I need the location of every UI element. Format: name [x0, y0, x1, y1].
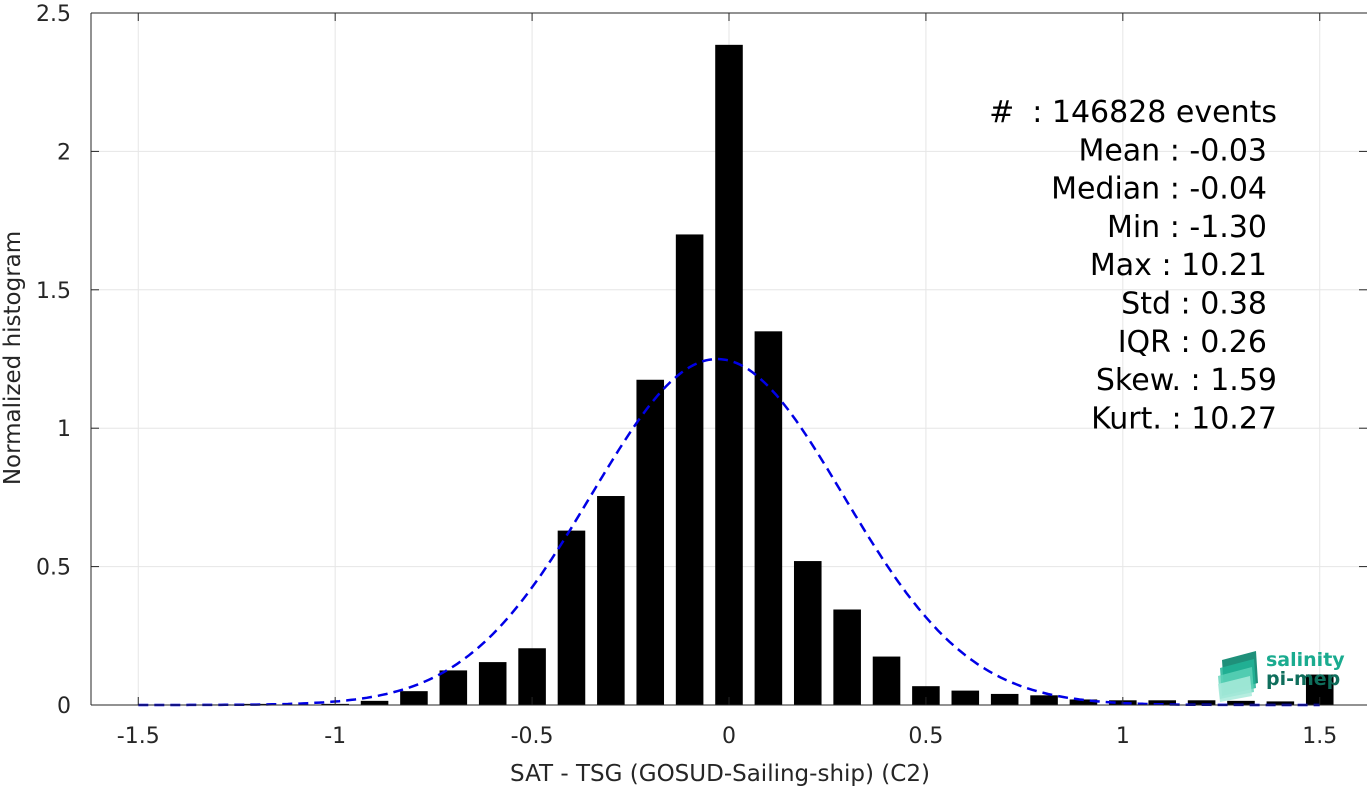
histogram-bar — [1266, 701, 1295, 705]
y-tick-label: 2.5 — [36, 2, 71, 27]
logo-line1: salinity — [1266, 649, 1345, 671]
stat-line: Min : -1.30 — [1107, 210, 1267, 245]
histogram-bar — [1148, 700, 1176, 705]
tick-labels: -1.5 -1 -0.5 0 0.5 1 1.5 0 0.5 1 1.5 2 2.5 — [36, 2, 1337, 749]
salinity-pi-mep-logo: salinity pi-mep — [1218, 649, 1345, 702]
logo-line2: pi-mep — [1266, 668, 1340, 690]
x-tick-label: -1 — [324, 724, 346, 749]
histogram-bar — [636, 379, 665, 705]
stat-line: Kurt. : 10.27 — [1091, 401, 1277, 436]
bars — [203, 44, 1334, 705]
histogram-bar — [951, 690, 980, 705]
histogram-bar — [478, 662, 507, 705]
histogram-bar — [754, 331, 783, 705]
x-tick-label: 1.5 — [1302, 724, 1337, 749]
y-tick-label: 0 — [57, 694, 71, 719]
histogram-bar — [675, 234, 704, 705]
histogram-bar — [1227, 700, 1255, 705]
stat-line: Median : -0.04 — [1051, 172, 1267, 207]
histogram-bar — [400, 691, 428, 705]
stat-line: #: 146828 events — [989, 95, 1277, 130]
histogram-bar — [990, 693, 1019, 705]
histogram-bar — [360, 700, 389, 705]
x-tick-label: -1.5 — [117, 724, 160, 749]
x-tick-label: 0 — [722, 724, 736, 749]
y-axis-label: Normalized histogram — [0, 231, 26, 485]
histogram-bar — [597, 496, 625, 705]
histogram-bar — [793, 561, 822, 705]
histogram-bar — [912, 686, 940, 705]
x-tick-label: 0.5 — [908, 724, 943, 749]
histogram-bar — [715, 44, 743, 705]
y-tick-label: 0.5 — [36, 556, 71, 581]
histogram-bar — [518, 648, 546, 705]
stat-line: Max : 10.21 — [1090, 248, 1267, 283]
y-tick-label: 1.5 — [36, 279, 71, 304]
x-axis-label: SAT - TSG (GOSUD-Sailing-ship) (C2) — [510, 761, 930, 787]
y-tick-label: 2 — [57, 140, 71, 165]
histogram-bar — [872, 656, 901, 705]
x-tick-label: 1 — [1116, 724, 1130, 749]
stat-line: Mean : -0.03 — [1078, 133, 1267, 168]
stat-line: Skew. : 1.59 — [1096, 363, 1277, 398]
x-tick-label: -0.5 — [511, 724, 554, 749]
stat-line: IQR : 0.26 — [1118, 325, 1267, 360]
histogram-bar — [833, 609, 861, 705]
histogram-bar — [1187, 700, 1216, 705]
stat-line: Std : 0.38 — [1121, 287, 1267, 322]
y-tick-label: 1 — [57, 417, 71, 442]
histogram-bar — [557, 530, 586, 705]
histogram-bar — [1069, 699, 1098, 705]
histogram-bar — [1030, 695, 1058, 705]
wave-logo-icon — [1218, 651, 1258, 702]
histogram-bar — [439, 670, 468, 705]
axes — [90, 12, 1367, 706]
